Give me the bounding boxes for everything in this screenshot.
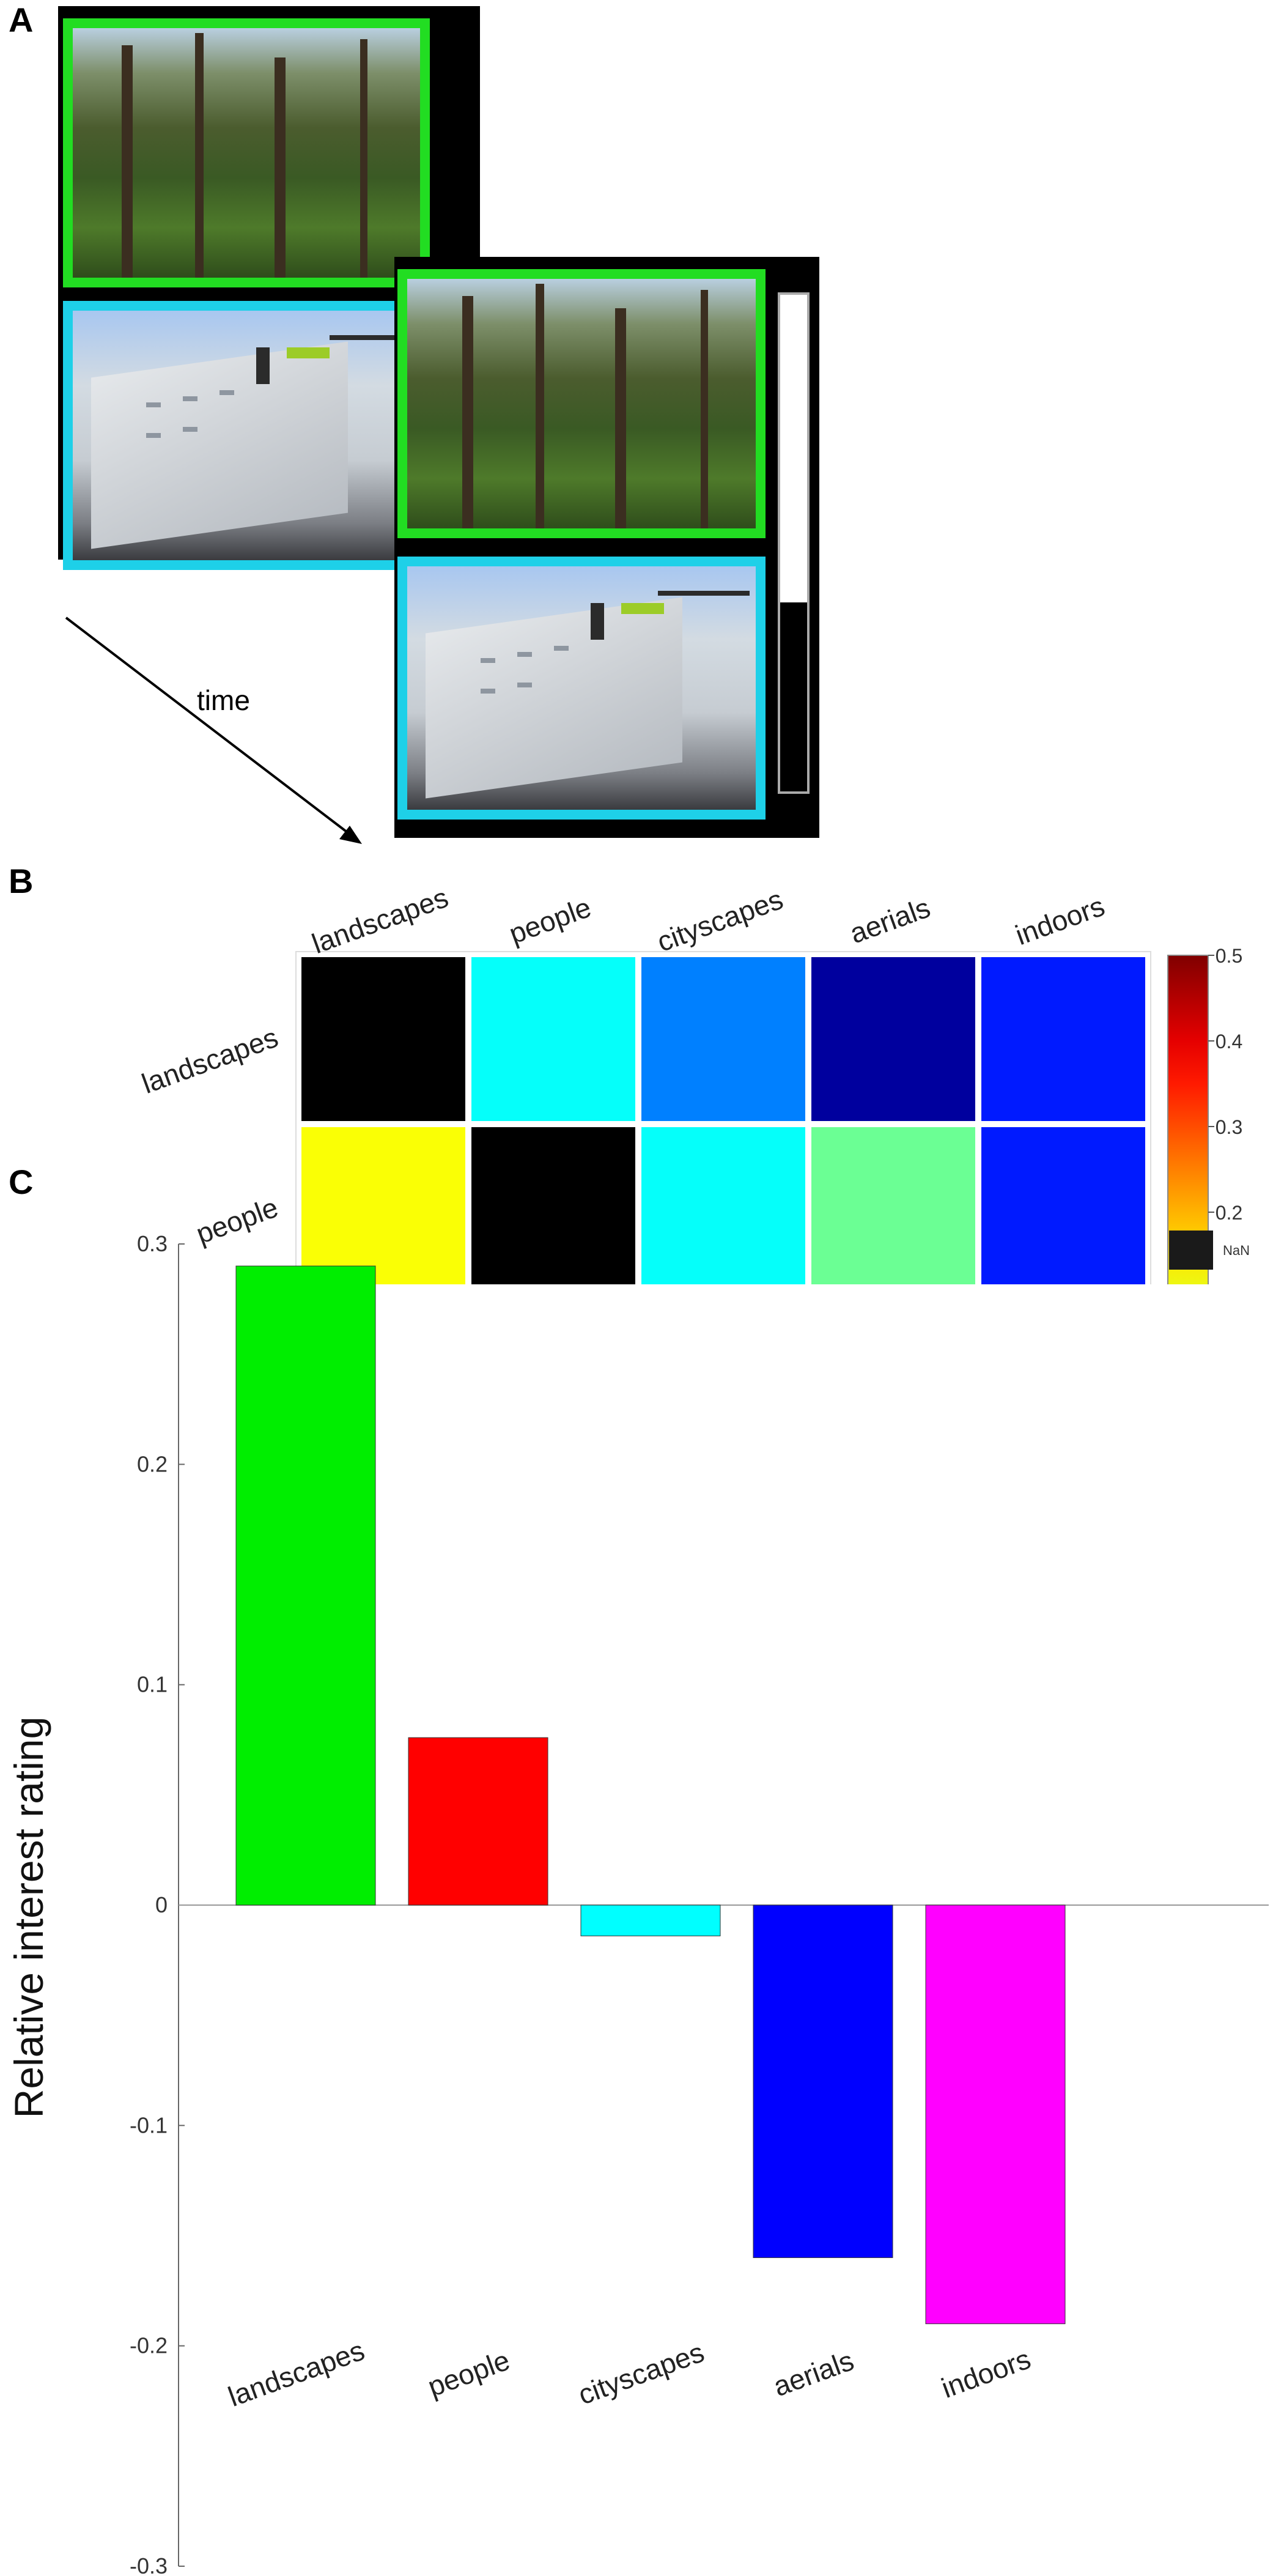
building-image-second bbox=[397, 557, 766, 820]
y-tick-label: -0.2 bbox=[130, 2333, 168, 2358]
heatmap-cell bbox=[301, 1127, 465, 1284]
panel-label-c: C bbox=[9, 1163, 34, 1201]
colorbar-tick-label: 0.5 bbox=[1216, 945, 1242, 967]
x-tick-label: aerials bbox=[769, 2344, 858, 2402]
colorbar-tick-label: 0.3 bbox=[1216, 1116, 1242, 1138]
heatmap-cell bbox=[471, 957, 635, 1121]
forest-image-second bbox=[397, 269, 766, 538]
bar bbox=[925, 1904, 1066, 2325]
colorbar-tick-label: 0.4 bbox=[1216, 1031, 1242, 1053]
x-tick-label: people bbox=[424, 2344, 514, 2403]
heatmap-cell bbox=[981, 1127, 1145, 1284]
bar bbox=[753, 1904, 893, 2259]
rating-slider-fill bbox=[780, 602, 807, 791]
time-arrow bbox=[65, 616, 362, 844]
y-tick-label: -0.1 bbox=[130, 2112, 168, 2137]
building-image-first bbox=[63, 301, 430, 570]
x-tick-label: landscapes bbox=[224, 2334, 368, 2412]
bar bbox=[408, 1737, 548, 1906]
y-tick-label: 0.2 bbox=[137, 1451, 168, 1476]
bar bbox=[235, 1265, 376, 1906]
colorbar bbox=[1167, 955, 1209, 1284]
heatmap-chart: landscapes people cityscapes aerials indoors… bbox=[138, 881, 1250, 1284]
heatmap-cell bbox=[981, 957, 1145, 1121]
bar bbox=[580, 1904, 721, 1936]
x-tick-label: indoors bbox=[937, 2342, 1035, 2404]
y-tick-label: -0.3 bbox=[130, 2553, 168, 2576]
heatmap-cell bbox=[641, 1127, 805, 1284]
x-tick-label: cityscapes bbox=[574, 2336, 709, 2410]
panel-label-a: A bbox=[9, 1, 34, 39]
forest-image-first bbox=[63, 18, 430, 287]
y-tick-label: 0 bbox=[155, 1892, 168, 1917]
nan-label: NaN bbox=[1223, 1243, 1250, 1258]
y-axis-label: Relative interest rating bbox=[6, 1717, 51, 2119]
y-tick-label: 0.3 bbox=[137, 1231, 168, 1256]
panel-label-b: B bbox=[9, 862, 34, 900]
heatmap-cell bbox=[641, 957, 805, 1121]
y-tick-label: 0.1 bbox=[137, 1672, 168, 1697]
nan-swatch bbox=[1169, 1231, 1213, 1270]
rating-slider bbox=[778, 292, 810, 794]
colorbar-tick-label: 0.2 bbox=[1216, 1202, 1242, 1224]
heatmap-cell bbox=[811, 1127, 975, 1284]
heatmap-cell bbox=[301, 957, 465, 1121]
time-label: time bbox=[197, 684, 250, 716]
heatmap-cell bbox=[471, 1127, 635, 1284]
heatmap-cell bbox=[811, 957, 975, 1121]
